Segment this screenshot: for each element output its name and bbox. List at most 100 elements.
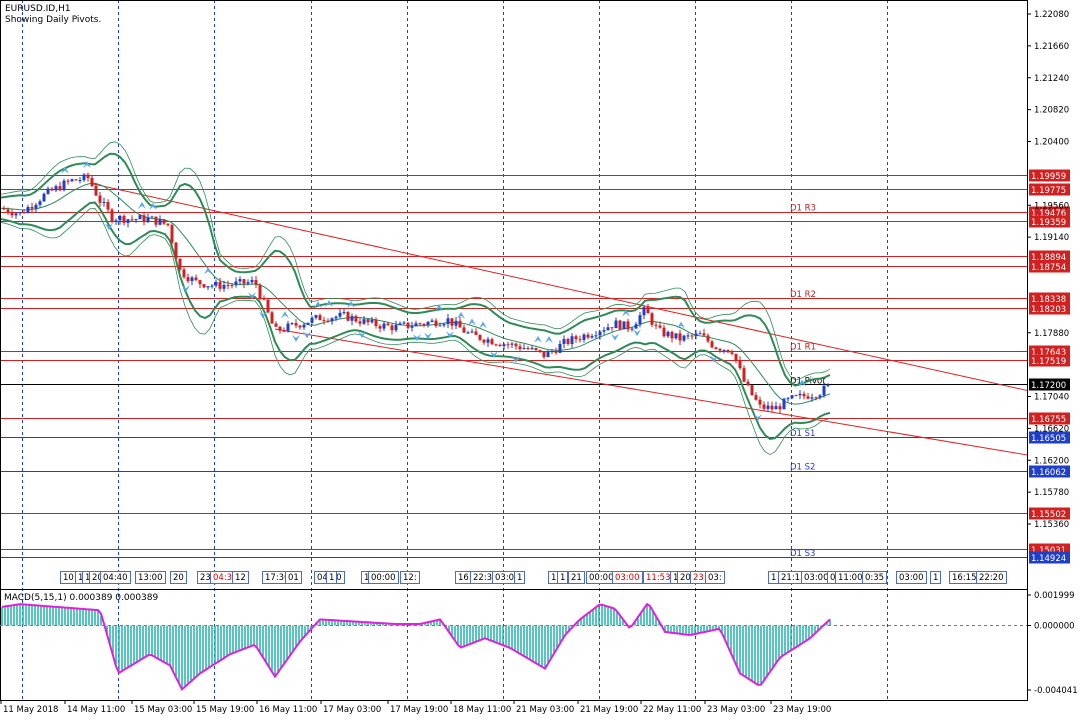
candle-body [350, 316, 354, 321]
price-tick-label: 1.21660 [1034, 42, 1069, 52]
price-tick-label: 1.15780 [1034, 488, 1069, 498]
candle-body [578, 339, 582, 341]
candle-body [366, 319, 370, 323]
price-tag-label: 1.19476 [1031, 209, 1066, 219]
candle-body [806, 396, 810, 399]
candle-body [426, 321, 430, 325]
price-tag-label: 1.15031 [1031, 546, 1066, 556]
fractal-arrow [622, 309, 630, 317]
candle-body [566, 339, 570, 344]
candle-body [510, 343, 514, 345]
time-tick-label: 17 May 19:00 [390, 705, 448, 715]
fractal-arrow [512, 356, 520, 364]
candle-body [610, 327, 614, 329]
fractal-arrow [138, 201, 146, 209]
candle-body [258, 284, 262, 299]
candle-body [574, 336, 578, 340]
candle-body [754, 395, 758, 400]
candle-body [478, 334, 482, 340]
candle-body [618, 320, 622, 330]
price-tag-label: 1.17519 [1031, 357, 1066, 367]
candle-body [826, 384, 830, 386]
trend-lines [89, 182, 1028, 456]
price-tag-label: 1.17643 [1031, 348, 1066, 358]
candle-body [418, 323, 422, 325]
price-tag-label: 1.16505 [1031, 434, 1066, 444]
candle-body [546, 351, 550, 358]
candle-body [330, 318, 334, 322]
candle-body [298, 325, 302, 328]
macd-tick-label: 0.001999 [1034, 591, 1075, 601]
price-tag [1029, 250, 1070, 263]
candle-body [138, 215, 142, 220]
candle-body [634, 324, 638, 329]
candle-body [710, 341, 714, 348]
candle-body [302, 324, 306, 328]
candle-body [326, 320, 330, 322]
price-tag-label: 1.19359 [1031, 218, 1066, 228]
candle-body [178, 258, 182, 270]
candle-body [250, 279, 254, 283]
candle-body [14, 213, 18, 216]
candle-body [294, 323, 298, 326]
candle-body [182, 269, 186, 278]
candle-body [750, 385, 754, 396]
candle-body [274, 323, 278, 327]
candle-body [218, 281, 222, 289]
candle-body [146, 217, 150, 223]
candle-body [558, 344, 562, 353]
candle-body [2, 208, 6, 210]
candle-body [70, 179, 74, 182]
candle-body [486, 339, 490, 343]
candle-body [122, 215, 126, 223]
candle-body [214, 281, 218, 286]
price-tag [1029, 378, 1070, 391]
candle-body [30, 206, 34, 209]
candle-body [34, 204, 38, 209]
candle-body [614, 320, 618, 329]
candle-body [66, 180, 70, 182]
candle-body [682, 335, 686, 341]
candle-body [450, 318, 454, 326]
time-strip-cell: 16:15 [949, 571, 980, 584]
fractal-arrow [435, 304, 443, 312]
time-axis: 11 May 2018 14 May 11:00 15 May 03:00 15 Ma… [0, 700, 831, 715]
fractal-arrow [303, 331, 311, 339]
pivot-label: D1 R3 [790, 204, 816, 214]
candle-body [714, 347, 718, 349]
candle-body [26, 206, 30, 213]
candle-body [734, 353, 738, 361]
candle-body [758, 399, 762, 405]
outer-lower-band [0, 207, 831, 456]
bollinger-bands [0, 141, 831, 456]
time-strip-cell: 1 [326, 571, 338, 584]
time-strip-cell: 21 [568, 571, 585, 584]
price-tag [1029, 215, 1070, 228]
price-tick-label: 1.19140 [1034, 233, 1069, 243]
candle-body [502, 344, 506, 347]
price-tag [1029, 302, 1070, 315]
price-tag-label: 1.18203 [1031, 305, 1066, 315]
candle-body [358, 321, 362, 324]
candle-body [394, 324, 398, 331]
price-tick-label: 1.16200 [1034, 456, 1069, 466]
candle-body [798, 393, 802, 396]
candle-body [58, 186, 62, 191]
candle-body [474, 331, 478, 335]
candle-body [670, 331, 674, 339]
candle-body [538, 350, 542, 352]
time-tick-label: 15 May 03:00 [134, 705, 192, 715]
time-strip-cell: 03:00 [896, 571, 927, 584]
time-tick-label: 17 May 03:00 [323, 705, 381, 715]
candle-body [590, 336, 594, 338]
candle-body [810, 397, 814, 399]
candle-body [770, 405, 774, 410]
candle-body [378, 326, 382, 329]
candle-body [822, 385, 826, 396]
candle-body [794, 395, 798, 397]
time-strip-cell: 1 [514, 571, 526, 584]
candle-body [374, 319, 378, 327]
candle-body [210, 285, 214, 287]
candle-body [422, 323, 426, 325]
